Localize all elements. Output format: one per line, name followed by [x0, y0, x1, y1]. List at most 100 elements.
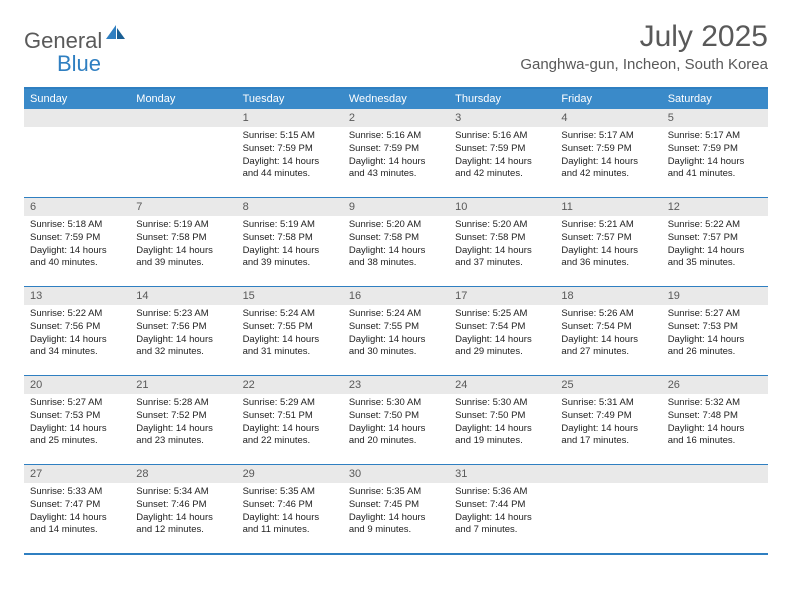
calendar-cell: 22Sunrise: 5:29 AMSunset: 7:51 PMDayligh… [237, 376, 343, 465]
sunset-line: Sunset: 7:52 PM [136, 410, 230, 423]
sunset-line: Sunset: 7:59 PM [561, 143, 655, 156]
sunset-line: Sunset: 7:58 PM [349, 232, 443, 245]
day-details: Sunrise: 5:35 AMSunset: 7:46 PMDaylight:… [237, 483, 343, 543]
sunrise-line: Sunrise: 5:27 AM [30, 397, 124, 410]
calendar-week-row: 20Sunrise: 5:27 AMSunset: 7:53 PMDayligh… [24, 376, 768, 465]
day-number: 18 [555, 287, 661, 305]
calendar-cell: 12Sunrise: 5:22 AMSunset: 7:57 PMDayligh… [662, 198, 768, 287]
calendar-cell: 20Sunrise: 5:27 AMSunset: 7:53 PMDayligh… [24, 376, 130, 465]
calendar-cell: 16Sunrise: 5:24 AMSunset: 7:55 PMDayligh… [343, 287, 449, 376]
sunset-line: Sunset: 7:57 PM [668, 232, 762, 245]
daylight-line: Daylight: 14 hours and 19 minutes. [455, 423, 549, 449]
sunset-line: Sunset: 7:54 PM [455, 321, 549, 334]
sunrise-line: Sunrise: 5:25 AM [455, 308, 549, 321]
calendar-cell [130, 109, 236, 198]
sunrise-line: Sunrise: 5:19 AM [136, 219, 230, 232]
sunrise-line: Sunrise: 5:19 AM [243, 219, 337, 232]
sunrise-line: Sunrise: 5:36 AM [455, 486, 549, 499]
sunset-line: Sunset: 7:56 PM [136, 321, 230, 334]
calendar-cell: 28Sunrise: 5:34 AMSunset: 7:46 PMDayligh… [130, 465, 236, 555]
sunrise-line: Sunrise: 5:24 AM [243, 308, 337, 321]
sunrise-line: Sunrise: 5:16 AM [349, 130, 443, 143]
day-number: 8 [237, 198, 343, 216]
sunrise-line: Sunrise: 5:33 AM [30, 486, 124, 499]
daylight-line: Daylight: 14 hours and 9 minutes. [349, 512, 443, 538]
sunrise-line: Sunrise: 5:21 AM [561, 219, 655, 232]
sunset-line: Sunset: 7:53 PM [30, 410, 124, 423]
sunrise-line: Sunrise: 5:35 AM [349, 486, 443, 499]
day-details: Sunrise: 5:27 AMSunset: 7:53 PMDaylight:… [24, 394, 130, 454]
calendar-cell: 17Sunrise: 5:25 AMSunset: 7:54 PMDayligh… [449, 287, 555, 376]
day-number: 4 [555, 109, 661, 127]
calendar-cell: 8 Sunrise: 5:19 AMSunset: 7:58 PMDaylight… [237, 198, 343, 287]
day-details: Sunrise: 5:22 AMSunset: 7:56 PMDaylight:… [24, 305, 130, 365]
day-number: 1 [237, 109, 343, 127]
sunset-line: Sunset: 7:59 PM [349, 143, 443, 156]
calendar-cell: 27Sunrise: 5:33 AMSunset: 7:47 PMDayligh… [24, 465, 130, 555]
day-number: 28 [130, 465, 236, 483]
daylight-line: Daylight: 14 hours and 42 minutes. [561, 156, 655, 182]
day-details: Sunrise: 5:19 AMSunset: 7:58 PMDaylight:… [130, 216, 236, 276]
sunrise-line: Sunrise: 5:27 AM [668, 308, 762, 321]
daylight-line: Daylight: 14 hours and 12 minutes. [136, 512, 230, 538]
col-saturday: Saturday [662, 88, 768, 109]
sunset-line: Sunset: 7:59 PM [455, 143, 549, 156]
calendar-cell: 31Sunrise: 5:36 AMSunset: 7:44 PMDayligh… [449, 465, 555, 555]
sunrise-line: Sunrise: 5:23 AM [136, 308, 230, 321]
daylight-line: Daylight: 14 hours and 25 minutes. [30, 423, 124, 449]
daylight-line: Daylight: 14 hours and 44 minutes. [243, 156, 337, 182]
calendar-cell: 15Sunrise: 5:24 AMSunset: 7:55 PMDayligh… [237, 287, 343, 376]
sunset-line: Sunset: 7:59 PM [30, 232, 124, 245]
daylight-line: Daylight: 14 hours and 17 minutes. [561, 423, 655, 449]
sunrise-line: Sunrise: 5:32 AM [668, 397, 762, 410]
day-details: Sunrise: 5:24 AMSunset: 7:55 PMDaylight:… [343, 305, 449, 365]
daylight-line: Daylight: 14 hours and 20 minutes. [349, 423, 443, 449]
sunset-line: Sunset: 7:50 PM [455, 410, 549, 423]
sunrise-line: Sunrise: 5:20 AM [455, 219, 549, 232]
calendar-week-row: 27Sunrise: 5:33 AMSunset: 7:47 PMDayligh… [24, 465, 768, 555]
daylight-line: Daylight: 14 hours and 22 minutes. [243, 423, 337, 449]
daylight-line: Daylight: 14 hours and 37 minutes. [455, 245, 549, 271]
calendar-cell [555, 465, 661, 555]
calendar-cell: 1Sunrise: 5:15 AMSunset: 7:59 PMDaylight… [237, 109, 343, 198]
weekday-header-row: Sunday Monday Tuesday Wednesday Thursday… [24, 88, 768, 109]
calendar-cell: 10Sunrise: 5:20 AMSunset: 7:58 PMDayligh… [449, 198, 555, 287]
day-details: Sunrise: 5:30 AMSunset: 7:50 PMDaylight:… [449, 394, 555, 454]
sunset-line: Sunset: 7:49 PM [561, 410, 655, 423]
sunset-line: Sunset: 7:55 PM [243, 321, 337, 334]
sunset-line: Sunset: 7:58 PM [455, 232, 549, 245]
sunset-line: Sunset: 7:44 PM [455, 499, 549, 512]
day-details: Sunrise: 5:23 AMSunset: 7:56 PMDaylight:… [130, 305, 236, 365]
day-number: 6 [24, 198, 130, 216]
calendar-table: Sunday Monday Tuesday Wednesday Thursday… [24, 87, 768, 555]
sunset-line: Sunset: 7:58 PM [243, 232, 337, 245]
day-details: Sunrise: 5:21 AMSunset: 7:57 PMDaylight:… [555, 216, 661, 276]
sunset-line: Sunset: 7:56 PM [30, 321, 124, 334]
col-monday: Monday [130, 88, 236, 109]
day-details: Sunrise: 5:16 AMSunset: 7:59 PMDaylight:… [343, 127, 449, 187]
sunrise-line: Sunrise: 5:29 AM [243, 397, 337, 410]
calendar-cell: 9Sunrise: 5:20 AMSunset: 7:58 PMDaylight… [343, 198, 449, 287]
daylight-line: Daylight: 14 hours and 14 minutes. [30, 512, 124, 538]
calendar-cell: 5Sunrise: 5:17 AMSunset: 7:59 PMDaylight… [662, 109, 768, 198]
sunrise-line: Sunrise: 5:16 AM [455, 130, 549, 143]
daylight-line: Daylight: 14 hours and 38 minutes. [349, 245, 443, 271]
day-number: 9 [343, 198, 449, 216]
day-number: 15 [237, 287, 343, 305]
daylight-line: Daylight: 14 hours and 34 minutes. [30, 334, 124, 360]
daylight-line: Daylight: 14 hours and 36 minutes. [561, 245, 655, 271]
sunset-line: Sunset: 7:58 PM [136, 232, 230, 245]
col-friday: Friday [555, 88, 661, 109]
calendar-cell: 14Sunrise: 5:23 AMSunset: 7:56 PMDayligh… [130, 287, 236, 376]
sunrise-line: Sunrise: 5:22 AM [30, 308, 124, 321]
calendar-cell: 19Sunrise: 5:27 AMSunset: 7:53 PMDayligh… [662, 287, 768, 376]
day-number: 3 [449, 109, 555, 127]
calendar-cell [24, 109, 130, 198]
calendar-week-row: 13Sunrise: 5:22 AMSunset: 7:56 PMDayligh… [24, 287, 768, 376]
sunset-line: Sunset: 7:59 PM [668, 143, 762, 156]
daylight-line: Daylight: 14 hours and 39 minutes. [243, 245, 337, 271]
sunrise-line: Sunrise: 5:30 AM [455, 397, 549, 410]
sunrise-line: Sunrise: 5:31 AM [561, 397, 655, 410]
day-number: 7 [130, 198, 236, 216]
sunset-line: Sunset: 7:50 PM [349, 410, 443, 423]
